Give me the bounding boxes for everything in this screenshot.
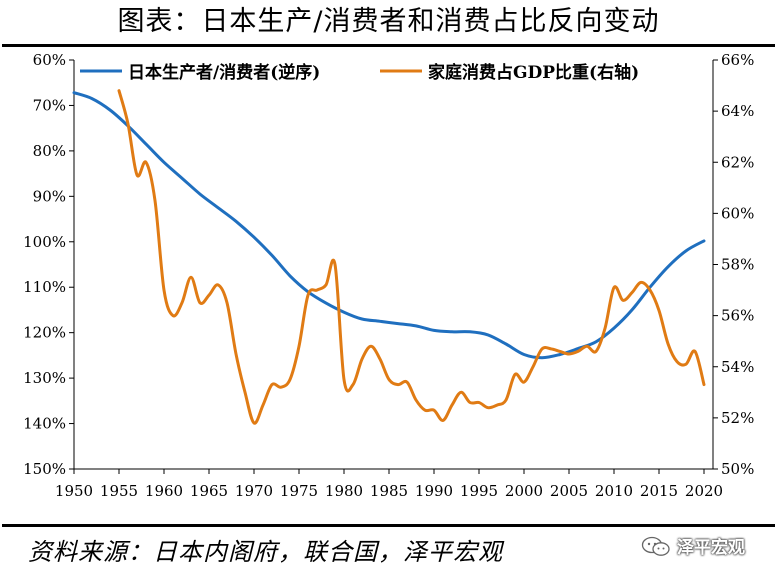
x-axis-tick-label: 2000: [505, 482, 543, 500]
left-axis-tick-label: 130%: [23, 369, 66, 387]
x-axis-tick-label: 1990: [415, 482, 453, 500]
legend-label-1: 日本生产者/消费者(逆序): [128, 62, 320, 83]
right-axis-tick-label: 66%: [721, 51, 754, 69]
right-axis-tick-label: 50%: [721, 460, 754, 478]
x-axis-tick-label: 1955: [100, 482, 138, 500]
right-axis-tick-label: 62%: [721, 153, 754, 171]
left-axis-tick-label: 110%: [23, 278, 66, 296]
x-axis-tick-label: 2020: [685, 482, 723, 500]
x-axis-tick-label: 1970: [235, 482, 273, 500]
chart-title: 图表：日本生产/消费者和消费占比反向变动: [117, 6, 660, 37]
watermark-text: 泽平宏观: [677, 538, 745, 558]
left-axis-tick-label: 140%: [23, 415, 66, 433]
left-axis-tick-label: 60%: [33, 51, 66, 69]
dual-axis-line-chart: 60% 70% 80% 90% 100% 110% 120% 130% 140% 150% 66% 6…: [23, 51, 754, 500]
x-axis-tick-label: 1975: [280, 482, 318, 500]
top-rule: [2, 44, 775, 47]
left-axis-tick-label: 80%: [33, 142, 66, 160]
right-axis-tick-label: 58%: [721, 256, 754, 274]
right-axis-tick-label: 64%: [721, 102, 754, 120]
right-axis-tick-label: 56%: [721, 307, 754, 325]
right-axis-tick-label: 60%: [721, 204, 754, 222]
legend-label-2: 家庭消费占GDP比重(右轴): [428, 62, 639, 83]
left-axis-tick-label: 100%: [23, 233, 66, 251]
x-axis-tick-label: 1965: [190, 482, 228, 500]
left-axis-tick-label: 120%: [23, 324, 66, 342]
x-axis-tick-label: 2015: [640, 482, 678, 500]
series-line-2: [117, 89, 706, 425]
left-axis-tick-label: 70%: [33, 96, 66, 114]
right-axis-tick-label: 52%: [721, 409, 754, 427]
x-axis-tick-label: 1985: [370, 482, 408, 500]
left-axis-tick-label: 90%: [33, 187, 66, 205]
left-axis-tick-label: 150%: [23, 460, 66, 478]
x-axis-tick-label: 1950: [55, 482, 93, 500]
bottom-rule: [2, 524, 775, 527]
x-axis-tick-label: 1960: [145, 482, 183, 500]
right-axis-tick-label: 54%: [721, 358, 754, 376]
x-axis-tick-label: 2010: [595, 482, 633, 500]
x-axis-tick-label: 2005: [550, 482, 588, 500]
series-line-1: [72, 91, 706, 360]
watermark: 泽平宏观: [641, 533, 745, 558]
x-axis-tick-label: 1995: [460, 482, 498, 500]
source-note: 资料来源：日本内阁府，联合国，泽平宏观: [28, 538, 503, 566]
x-axis-tick-label: 1980: [325, 482, 363, 500]
wechat-icon: [641, 536, 670, 556]
